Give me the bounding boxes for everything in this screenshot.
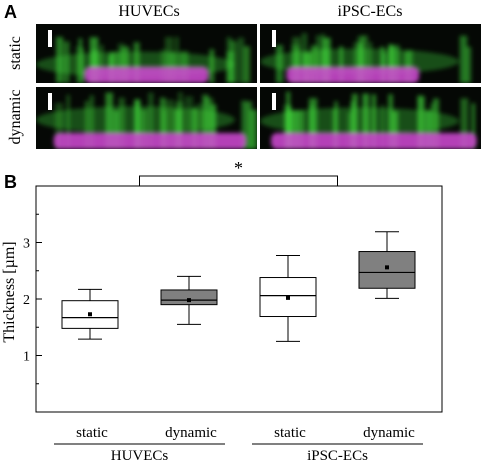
mean-marker <box>187 298 191 303</box>
mean-marker <box>88 312 92 317</box>
micrograph-dynamic-ipsc-ecs <box>260 87 481 149</box>
bracket-connector <box>139 175 338 186</box>
green-streak <box>249 109 257 149</box>
group-label-ipsc-ecs: iPSC-ECs <box>307 448 368 463</box>
micrograph-static-ipsc-ecs <box>260 24 481 83</box>
green-glow <box>260 107 459 135</box>
scale-bar <box>48 93 52 110</box>
column-label-huvecs: HUVECs <box>118 3 179 20</box>
x-tick-label: static <box>274 425 306 441</box>
green-streak <box>241 100 246 149</box>
green-streak <box>230 39 235 83</box>
column-label-ipsc-ecs: iPSC-ECs <box>338 3 403 20</box>
green-streak <box>460 98 469 149</box>
magenta-layer <box>53 133 246 149</box>
magenta-layer <box>271 133 477 149</box>
y-axis-label: Thickness [µm] <box>1 241 18 342</box>
scale-bar <box>272 30 276 47</box>
box-body <box>358 251 416 289</box>
box-huvecs-static <box>61 288 119 340</box>
x-tick-label: dynamic <box>165 425 217 441</box>
plot-frame <box>35 185 443 413</box>
x-tick-label: dynamic <box>363 425 415 441</box>
row-label-dynamic: dynamic <box>7 89 24 144</box>
green-glow <box>36 106 235 134</box>
panel-a-label: A <box>4 2 17 22</box>
box-ipsc-ecs-dynamic <box>358 231 416 299</box>
y-tick-label: 3 <box>23 237 30 252</box>
box-ipsc-ecs-static <box>259 254 317 342</box>
mean-marker <box>385 265 389 270</box>
green-streak <box>465 46 472 83</box>
magenta-layer <box>286 67 420 83</box>
box-huvecs-dynamic <box>160 275 218 325</box>
micrograph-static-huvecs <box>36 24 257 83</box>
green-streak <box>471 103 476 149</box>
box-body <box>160 289 218 306</box>
scale-bar <box>48 30 52 47</box>
x-tick-label: static <box>76 425 108 441</box>
y-tick-label: 2 <box>23 293 30 308</box>
green-streak <box>459 35 468 83</box>
significance-star: * <box>234 158 243 178</box>
significance-bracket: * <box>88 158 389 187</box>
row-label-static: static <box>7 36 24 70</box>
magenta-layer <box>84 67 209 83</box>
y-tick-label: 1 <box>23 350 30 365</box>
green-streak <box>237 37 245 83</box>
group-label-huvecs: HUVECs <box>111 448 169 463</box>
green-streak <box>244 101 253 149</box>
mean-marker <box>286 295 290 300</box>
green-streak <box>243 46 251 83</box>
panel-b-label: B <box>4 172 17 192</box>
scale-bar <box>272 93 276 110</box>
micrograph-dynamic-huvecs <box>36 87 257 149</box>
